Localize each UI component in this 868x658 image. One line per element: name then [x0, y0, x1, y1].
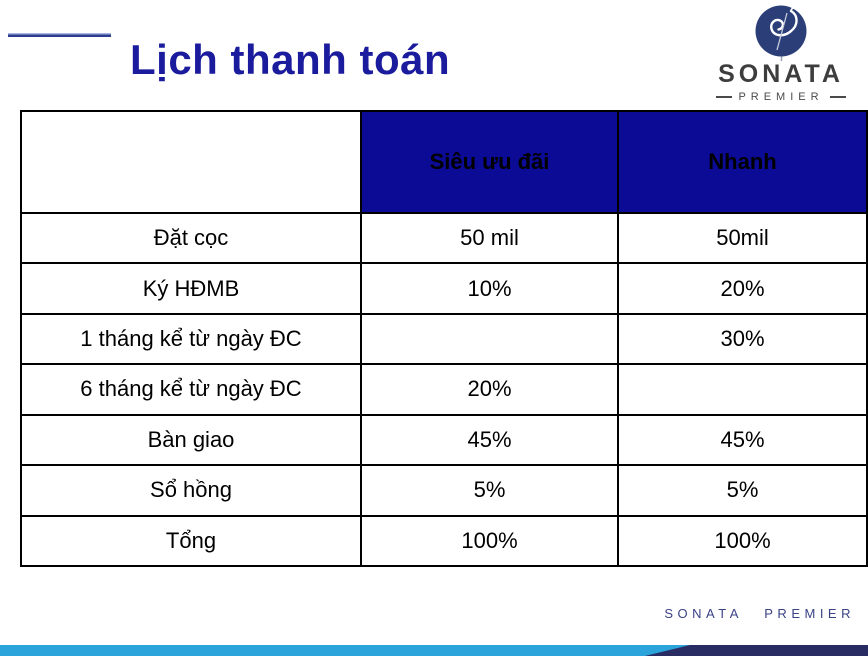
sonata-note-circle-icon: [706, 4, 856, 62]
row-label: Tổng: [20, 514, 362, 568]
sonata-logo: SONATA PREMIER: [706, 4, 856, 103]
cell-nhanh: 45%: [617, 413, 868, 467]
logo-brand-text: SONATA: [718, 60, 844, 88]
table-row: 1 tháng kể từ ngày ĐC 30%: [20, 312, 868, 366]
title-accent-line: [8, 33, 111, 37]
cell-sieu-uu-dai: 45%: [360, 413, 619, 467]
page-title: Lịch thanh toán: [130, 36, 451, 84]
footer-brand-text: SONATA PREMIER: [664, 606, 855, 621]
header-cell-sieu-uu-dai: Siêu ưu đãi: [360, 110, 619, 214]
cell-sieu-uu-dai: [360, 312, 619, 366]
table-row: Sổ hồng 5% 5%: [20, 464, 868, 517]
logo-subbrand-text: PREMIER: [738, 91, 824, 103]
cell-nhanh: 100%: [617, 514, 868, 568]
cell-sieu-uu-dai: 50 mil: [360, 211, 619, 265]
header-cell-blank: [20, 110, 362, 214]
cell-sieu-uu-dai: 100%: [360, 514, 619, 568]
cell-nhanh: 5%: [617, 464, 868, 517]
row-label: Sổ hồng: [20, 464, 362, 517]
row-label: Bàn giao: [20, 413, 362, 467]
cell-nhanh: 20%: [617, 262, 868, 315]
logo-dash-right: [829, 96, 846, 98]
table-row: Bàn giao 45% 45%: [20, 413, 868, 467]
cell-nhanh: [617, 363, 868, 416]
cell-nhanh: 50mil: [617, 211, 868, 265]
footer-bar-light-segment: [0, 645, 691, 656]
row-label: 6 tháng kể từ ngày ĐC: [20, 363, 362, 416]
footer-bar-navy-segment: [0, 645, 868, 656]
table-row: Tổng 100% 100%: [20, 514, 868, 568]
row-label: Ký HĐMB: [20, 262, 362, 315]
table-row: Đặt cọc 50 mil 50mil: [20, 211, 868, 265]
cell-nhanh: 30%: [617, 312, 868, 366]
logo-subbrand: PREMIER: [706, 91, 856, 103]
table-header-row: Siêu ưu đãi Nhanh: [20, 110, 868, 214]
row-label: Đặt cọc: [20, 211, 362, 265]
payment-schedule-table: Siêu ưu đãi Nhanh Đặt cọc 50 mil 50mil K…: [20, 110, 868, 568]
header-cell-nhanh: Nhanh: [617, 110, 868, 214]
row-label: 1 tháng kể từ ngày ĐC: [20, 312, 362, 366]
table-row: 6 tháng kể từ ngày ĐC 20%: [20, 363, 868, 416]
cell-sieu-uu-dai: 20%: [360, 363, 619, 416]
logo-dash-left: [716, 96, 733, 98]
cell-sieu-uu-dai: 5%: [360, 464, 619, 517]
table-row: Ký HĐMB 10% 20%: [20, 262, 868, 315]
cell-sieu-uu-dai: 10%: [360, 262, 619, 315]
